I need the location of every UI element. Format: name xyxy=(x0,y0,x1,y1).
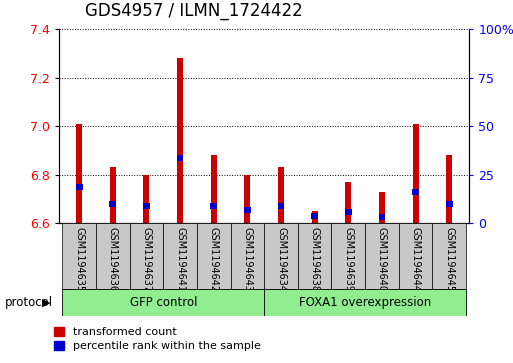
Bar xyxy=(130,223,163,289)
Text: GFP control: GFP control xyxy=(129,296,197,309)
Text: GSM1194636: GSM1194636 xyxy=(108,227,118,291)
Text: ▶: ▶ xyxy=(42,297,51,307)
Bar xyxy=(211,155,217,223)
Bar xyxy=(412,124,419,223)
Text: GSM1194634: GSM1194634 xyxy=(276,227,286,291)
Bar xyxy=(210,203,217,209)
Bar xyxy=(177,58,183,223)
Text: GSM1194645: GSM1194645 xyxy=(444,227,454,291)
Bar xyxy=(230,223,264,289)
Bar xyxy=(311,211,318,223)
Text: GSM1194644: GSM1194644 xyxy=(410,227,421,291)
Bar xyxy=(432,223,466,289)
Text: GSM1194642: GSM1194642 xyxy=(209,227,219,291)
Bar xyxy=(110,167,116,223)
Bar xyxy=(109,201,116,207)
Text: protocol: protocol xyxy=(5,296,53,309)
Bar xyxy=(197,223,230,289)
Bar xyxy=(298,223,331,289)
Bar xyxy=(63,223,96,289)
Bar xyxy=(163,223,197,289)
Bar xyxy=(264,289,466,316)
Bar xyxy=(331,223,365,289)
Bar xyxy=(96,223,130,289)
Bar xyxy=(412,189,419,195)
Text: GSM1194639: GSM1194639 xyxy=(343,227,353,291)
Bar xyxy=(244,207,251,213)
Bar xyxy=(446,155,452,223)
Bar xyxy=(379,214,385,220)
Bar xyxy=(345,209,351,215)
Text: FOXA1 overexpression: FOXA1 overexpression xyxy=(299,296,431,309)
Legend: transformed count, percentile rank within the sample: transformed count, percentile rank withi… xyxy=(54,327,261,351)
Bar xyxy=(399,223,432,289)
Bar xyxy=(345,182,351,223)
Bar xyxy=(143,203,150,209)
Text: GSM1194640: GSM1194640 xyxy=(377,227,387,291)
Bar xyxy=(177,155,184,161)
Bar xyxy=(446,201,452,207)
Text: GSM1194638: GSM1194638 xyxy=(310,227,320,291)
Bar xyxy=(311,213,318,219)
Text: GSM1194635: GSM1194635 xyxy=(74,227,84,291)
Bar xyxy=(76,124,82,223)
Bar xyxy=(244,175,250,223)
Bar xyxy=(264,223,298,289)
Bar xyxy=(144,175,149,223)
Bar xyxy=(365,223,399,289)
Bar xyxy=(63,289,264,316)
Text: GSM1194643: GSM1194643 xyxy=(242,227,252,291)
Bar xyxy=(278,203,284,209)
Text: GDS4957 / ILMN_1724422: GDS4957 / ILMN_1724422 xyxy=(85,2,302,20)
Text: GSM1194641: GSM1194641 xyxy=(175,227,185,291)
Text: GSM1194637: GSM1194637 xyxy=(142,227,151,291)
Bar xyxy=(379,192,385,223)
Bar xyxy=(76,184,83,190)
Bar xyxy=(278,167,284,223)
